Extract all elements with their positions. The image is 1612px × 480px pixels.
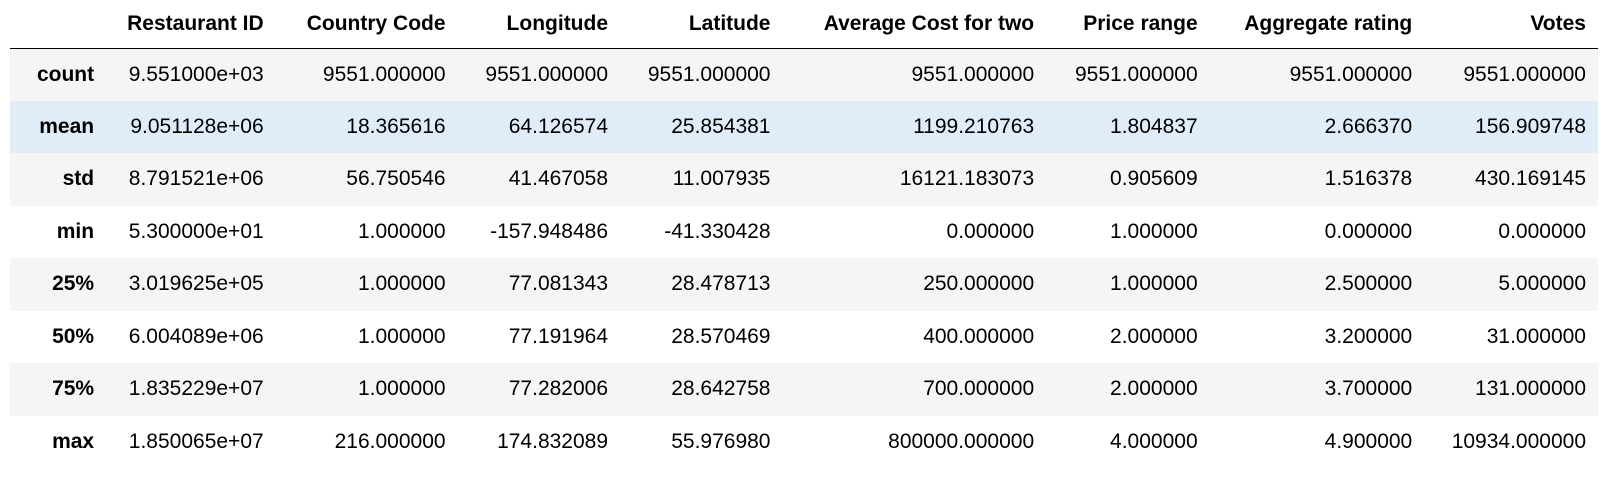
table-cell: 0.000000 (1498, 219, 1586, 243)
table-cell: 77.191964 (508, 324, 609, 348)
describe-table: Restaurant ID Country Code Longitude Lat… (10, 0, 1598, 468)
table-cell: 1.000000 (1110, 272, 1198, 296)
table-cell: 25.854381 (671, 114, 771, 138)
table-cell: 9551.000000 (485, 62, 609, 86)
column-header: Latitude (620, 0, 783, 49)
table-cell: 9551.000000 (1075, 62, 1198, 86)
table-cell: 64.126574 (508, 114, 609, 138)
row-index-label: 50% (52, 324, 95, 348)
table-cell: 9551.000000 (322, 62, 446, 86)
column-header: Average Cost for two (782, 0, 1047, 49)
table-cell: 4.900000 (1324, 429, 1413, 453)
table-cell: 216.000000 (334, 429, 446, 453)
column-header: Longitude (457, 0, 621, 49)
table-cell: 8.791521e+06 (128, 167, 264, 191)
table-row: max 1.850065e+07 216.000000 174.832089 55.97… (10, 416, 1598, 469)
table-cell: 31.000000 (1486, 324, 1586, 348)
column-header: Aggregate rating (1209, 0, 1425, 49)
table-cell: 5.300000e+01 (128, 219, 264, 243)
table-cell: 41.467058 (508, 167, 609, 191)
table-cell: 55.976980 (671, 429, 771, 453)
row-index-label: std (62, 167, 95, 191)
table-cell: -41.330428 (664, 219, 771, 243)
table-cell: 1.000000 (357, 219, 446, 243)
table-cell: 16121.183073 (899, 167, 1035, 191)
table-cell: 700.000000 (923, 377, 1035, 401)
table-cell: 0.905609 (1110, 167, 1198, 191)
table-cell: 1199.210763 (913, 114, 1035, 138)
table-cell: 1.850065e+07 (128, 429, 264, 453)
table-cell: 131.000000 (1475, 377, 1586, 401)
table-row: 75% 1.835229e+07 1.000000 77.282006 28.64275… (10, 363, 1598, 416)
table-cell: 1.000000 (1110, 219, 1198, 243)
table-cell: 4.000000 (1110, 429, 1198, 453)
table-cell: 77.282006 (508, 377, 609, 401)
table-cell: 0.000000 (946, 219, 1035, 243)
table-cell: -157.948486 (490, 219, 609, 243)
row-index-label: mean (39, 114, 95, 138)
header-row: Restaurant ID Country Code Longitude Lat… (10, 0, 1598, 49)
table-row: mean 9.051128e+06 18.365616 64.126574 25.854… (10, 100, 1598, 153)
table-cell: 9.551000e+03 (128, 62, 264, 86)
table-cell: 9551.000000 (647, 62, 771, 86)
table-cell: 400.000000 (923, 324, 1035, 348)
table-cell: 2.000000 (1110, 324, 1198, 348)
table-row: min 5.300000e+01 1.000000 -157.948486 -41.33… (10, 206, 1598, 259)
table-cell: 0.000000 (1324, 219, 1413, 243)
index-header (10, 0, 109, 49)
column-header: Restaurant ID (108, 0, 276, 49)
column-header: Country Code (275, 0, 458, 49)
column-header: Price range (1046, 0, 1210, 49)
table-cell: 1.000000 (357, 377, 446, 401)
table-cell: 11.007935 (672, 167, 771, 191)
table-cell: 1.835229e+07 (128, 377, 264, 401)
row-index-label: count (36, 62, 95, 86)
table-cell: 28.642758 (671, 377, 771, 401)
table-cell: 1.000000 (357, 324, 446, 348)
table-cell: 28.570469 (671, 324, 771, 348)
row-index-label: 75% (52, 377, 95, 401)
table-cell: 9.051128e+06 (130, 114, 264, 138)
table-cell: 28.478713 (671, 272, 771, 296)
row-index-label: max (52, 429, 95, 453)
table-cell: 3.019625e+05 (128, 272, 264, 296)
table-cell: 9551.000000 (1289, 62, 1413, 86)
table-cell: 3.200000 (1324, 324, 1413, 348)
table-cell: 3.700000 (1324, 377, 1413, 401)
row-index-label: min (56, 219, 95, 243)
table-cell: 250.000000 (923, 272, 1035, 296)
table-cell: 2.500000 (1324, 272, 1413, 296)
table-cell: 2.000000 (1110, 377, 1198, 401)
table-cell: 9551.000000 (1463, 62, 1586, 86)
table-cell: 430.169145 (1475, 167, 1586, 191)
table-cell: 5.000000 (1498, 272, 1586, 296)
table-cell: 9551.000000 (911, 62, 1035, 86)
table-cell: 2.666370 (1324, 114, 1413, 138)
table-cell: 174.832089 (497, 429, 609, 453)
table-cell: 800000.000000 (888, 429, 1035, 453)
table-cell: 77.081343 (508, 272, 609, 296)
table-cell: 56.750546 (346, 167, 446, 191)
table-cell: 156.909748 (1475, 114, 1586, 138)
table-cell: 1.000000 (357, 272, 446, 296)
table-row: std 8.791521e+06 56.750546 41.467058 11.0079… (10, 153, 1598, 206)
row-index-label: 25% (52, 272, 95, 296)
column-header: Votes (1424, 0, 1598, 49)
table-cell: 1.516378 (1324, 167, 1413, 191)
table-cell: 6.004089e+06 (128, 324, 264, 348)
table-row: 50% 6.004089e+06 1.000000 77.191964 28.57046… (10, 311, 1598, 364)
table-row: count 9.551000e+03 9551.000000 9551.000000 9… (10, 48, 1598, 101)
table-cell: 10934.000000 (1451, 429, 1586, 453)
table-row: 25% 3.019625e+05 1.000000 77.081343 28.47871… (10, 258, 1598, 311)
table-cell: 18.365616 (346, 114, 446, 138)
table-cell: 1.804837 (1110, 114, 1198, 138)
